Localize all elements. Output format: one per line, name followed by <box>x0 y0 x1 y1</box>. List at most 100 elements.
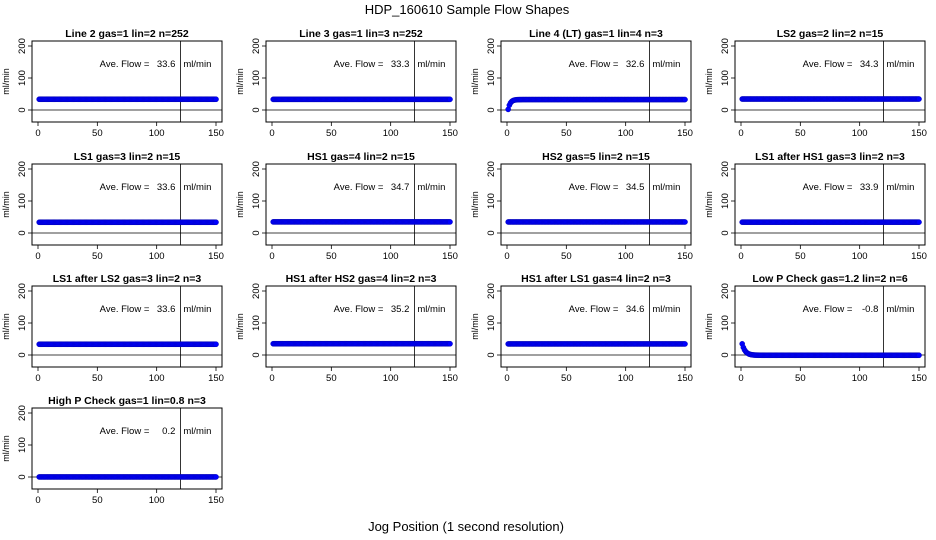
y-axis-label: ml/min <box>1 313 11 340</box>
flow-unit: ml/min <box>183 59 211 70</box>
flow-value: 33.3 <box>391 59 410 70</box>
chart-panel-12: Low P Check gas=1.2 lin=2 n=6 0 50 100 150 0 1… <box>704 273 927 384</box>
x-tick-label: 100 <box>618 373 634 384</box>
y-tick-label: 0 <box>251 352 262 357</box>
x-tick-label: 100 <box>149 495 165 506</box>
x-tick-label: 50 <box>795 251 806 262</box>
y-tick-label: 200 <box>486 38 497 54</box>
y-tick-label: 100 <box>251 70 262 86</box>
x-tick-label: 150 <box>208 495 224 506</box>
y-tick-label: 200 <box>17 405 28 421</box>
y-axis-label: ml/min <box>235 313 245 340</box>
x-tick-label: 100 <box>383 251 399 262</box>
plot-frame <box>31 40 223 123</box>
data-point <box>916 352 922 359</box>
y-tick-label: 0 <box>486 107 497 112</box>
flow-unit: ml/min <box>417 182 445 193</box>
chart-panel-2: Line 3 gas=1 lin=3 n=252 0 50 100 150 0 100 200… <box>235 28 458 139</box>
flow-value: 33.6 <box>157 59 176 70</box>
chart-panel-3: Line 4 (LT) gas=1 lin=4 n=3 0 50 100 150 0 100… <box>470 28 693 139</box>
panel-title: LS1 gas=3 lin=2 n=15 <box>74 151 181 163</box>
x-tick-label: 0 <box>738 373 743 384</box>
y-tick-label: 200 <box>17 283 28 299</box>
chart-panel-10: HS1 after HS2 gas=4 lin=2 n=3 0 50 100 150 0 1… <box>235 273 458 384</box>
flow-label: Ave. Flow = <box>803 304 853 315</box>
figure-xlabel: Jog Position (1 second resolution) <box>368 519 564 534</box>
flow-value: 33.6 <box>157 182 176 193</box>
flow-unit: ml/min <box>183 182 211 193</box>
chart-panel-8: LS1 after HS1 gas=3 lin=2 n=3 0 50 100 150 0 1… <box>704 151 927 262</box>
flow-unit: ml/min <box>652 59 680 70</box>
flow-label: Ave. Flow = <box>334 59 384 70</box>
plot-frame <box>500 163 692 246</box>
plot-frame <box>31 163 223 246</box>
x-tick-label: 0 <box>504 251 509 262</box>
y-axis-label: ml/min <box>1 191 11 218</box>
plot-frame <box>500 285 692 368</box>
flow-label: Ave. Flow = <box>334 304 384 315</box>
x-tick-label: 100 <box>618 128 634 139</box>
x-tick-label: 100 <box>383 373 399 384</box>
data-point <box>213 341 219 348</box>
flow-unit: ml/min <box>417 304 445 315</box>
y-tick-label: 100 <box>486 70 497 86</box>
x-tick-label: 150 <box>677 373 693 384</box>
x-tick-label: 50 <box>92 495 103 506</box>
plot-frame <box>31 407 223 490</box>
y-axis-label: ml/min <box>470 191 480 218</box>
panel-title: LS1 after HS1 gas=3 lin=2 n=3 <box>755 151 905 163</box>
x-tick-label: 50 <box>561 128 572 139</box>
x-tick-label: 0 <box>738 128 743 139</box>
panel-title: HS2 gas=5 lin=2 n=15 <box>542 151 650 163</box>
x-tick-label: 150 <box>677 128 693 139</box>
flow-label: Ave. Flow = <box>100 59 150 70</box>
y-tick-label: 200 <box>720 38 731 54</box>
data-point <box>447 96 453 103</box>
x-tick-label: 0 <box>269 128 274 139</box>
x-tick-label: 150 <box>911 251 927 262</box>
panel-title: LS1 after LS2 gas=3 lin=2 n=3 <box>53 273 202 285</box>
data-point <box>213 474 219 480</box>
plot-frame <box>734 40 926 123</box>
y-tick-label: 100 <box>17 315 28 331</box>
x-tick-label: 0 <box>269 251 274 262</box>
panel-title: HS1 gas=4 lin=2 n=15 <box>307 151 415 163</box>
y-tick-label: 100 <box>17 70 28 86</box>
y-tick-label: 100 <box>486 315 497 331</box>
chart-panel-11: HS1 after LS1 gas=4 lin=2 n=3 0 50 100 150 0 1… <box>470 273 693 384</box>
flow-value: 33.6 <box>157 304 176 315</box>
figure-title: HDP_160610 Sample Flow Shapes <box>365 2 570 17</box>
flow-unit: ml/min <box>886 59 914 70</box>
panel-title: Low P Check gas=1.2 lin=2 n=6 <box>752 273 907 285</box>
y-tick-label: 100 <box>251 193 262 209</box>
x-tick-label: 50 <box>326 128 337 139</box>
x-tick-label: 100 <box>149 373 165 384</box>
data-point <box>213 96 219 103</box>
flow-label: Ave. Flow = <box>100 426 150 437</box>
data-point <box>682 219 688 225</box>
y-axis-label: ml/min <box>1 435 11 462</box>
panel-title: HS1 after LS1 gas=4 lin=2 n=3 <box>521 273 671 285</box>
x-tick-label: 150 <box>442 373 458 384</box>
y-axis-label: ml/min <box>704 68 714 95</box>
flow-value: 0.2 <box>162 426 175 437</box>
x-tick-label: 0 <box>35 251 40 262</box>
y-tick-label: 0 <box>17 230 28 235</box>
x-tick-label: 50 <box>326 373 337 384</box>
x-tick-label: 100 <box>618 251 634 262</box>
plot-frame <box>500 40 692 123</box>
chart-panel-13: High P Check gas=1 lin=0.8 n=3 0 50 100 150 0… <box>1 395 224 506</box>
data-point <box>447 340 453 347</box>
y-tick-label: 200 <box>720 283 731 299</box>
flow-value: 34.7 <box>391 182 410 193</box>
x-tick-label: 100 <box>383 128 399 139</box>
y-tick-label: 0 <box>720 352 731 357</box>
y-tick-label: 0 <box>251 107 262 112</box>
plot-frame <box>734 285 926 368</box>
chart-panel-1: Line 2 gas=1 lin=2 n=252 0 50 100 150 0 100 200… <box>1 28 224 139</box>
x-tick-label: 150 <box>208 251 224 262</box>
data-point <box>916 96 922 102</box>
y-tick-label: 100 <box>486 193 497 209</box>
flow-label: Ave. Flow = <box>569 304 619 315</box>
